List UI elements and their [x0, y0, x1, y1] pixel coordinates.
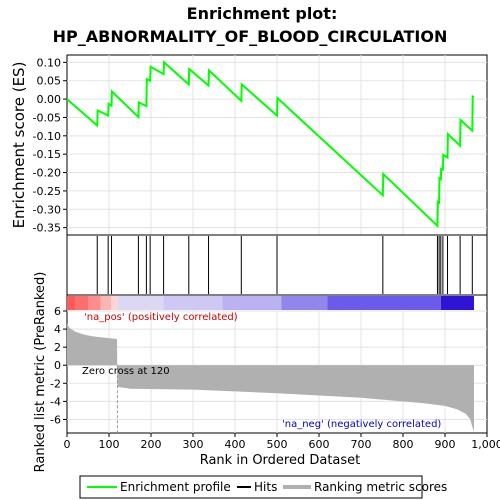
x-tick-label: 800 — [393, 438, 414, 451]
negative-correlation-label: 'na_neg' (negatively correlated) — [282, 419, 441, 430]
heat-bar-segment — [75, 296, 88, 310]
es-y-axis-title: Enrichment score (ES) — [10, 62, 28, 229]
x-tick-label: 100 — [99, 438, 120, 451]
heat-bar-segment — [100, 296, 112, 310]
metric-y-tick-label: -2 — [50, 377, 61, 390]
plot-title-line2: HP_ABNORMALITY_OF_BLOOD_CIRCULATION — [53, 27, 448, 46]
heat-bar-segment — [88, 296, 101, 310]
metric-y-tick-label: 2 — [54, 341, 61, 354]
legend-label-ranking-metric: Ranking metric scores — [314, 480, 447, 494]
x-tick-label: 700 — [351, 438, 372, 451]
x-axis-title: Rank in Ordered Dataset — [200, 453, 361, 468]
es-y-tick-label: 0.05 — [37, 75, 62, 88]
metric-y-ticks: 6 4 2 0 -2 -4 -6 — [50, 305, 67, 426]
es-y-tick-label: -0.25 — [33, 185, 61, 198]
es-y-tick-label: 0.00 — [37, 93, 62, 106]
heat-bar-segment — [327, 296, 441, 310]
es-y-ticks: 0.10 0.05 0.00 -0.05 -0.10 -0.15 -0.20 -0.25 -0.… — [33, 56, 67, 235]
heat-bar-segment — [281, 296, 328, 310]
es-y-tick-label: -0.05 — [33, 111, 61, 124]
x-tick-label: 900 — [435, 438, 456, 451]
x-tick-label: 1,000 — [471, 438, 500, 451]
hits-panel — [66, 234, 488, 296]
x-tick-label: 400 — [225, 438, 246, 451]
x-axis-ticks: 0 100 200 300 400 500 600 700 800 900 1,000 — [64, 433, 500, 451]
es-panel: 0.10 0.05 0.00 -0.05 -0.10 -0.15 -0.20 -0.25 -0.… — [10, 54, 488, 236]
heat-bar-segment — [117, 296, 164, 310]
metric-y-axis-title: Ranked list metric (PreRanked) — [33, 272, 48, 473]
metric-y-tick-label: -6 — [50, 413, 61, 426]
metric-y-tick-label: 4 — [54, 323, 61, 336]
legend: Enrichment profile Hits Ranking metric s… — [79, 475, 447, 499]
rank-heat-bar — [66, 294, 488, 312]
x-tick-label: 200 — [141, 438, 162, 451]
es-y-tick-label: -0.20 — [33, 167, 61, 180]
metric-y-tick-label: 0 — [54, 359, 61, 372]
es-grid — [67, 55, 487, 235]
heat-bar-segment — [67, 296, 76, 310]
metric-y-tick-label: -4 — [50, 395, 61, 408]
metric-y-tick-label: 6 — [54, 305, 61, 318]
enrichment-profile-line — [66, 60, 475, 229]
hit-marks — [96, 236, 473, 294]
legend-label-hits: Hits — [254, 480, 277, 494]
positive-correlation-label: 'na_pos' (positively correlated) — [84, 312, 238, 323]
heat-bar-segment — [222, 296, 282, 310]
zero-cross-label: Zero cross at 120 — [82, 366, 170, 377]
x-tick-label: 0 — [64, 438, 71, 451]
es-y-tick-label: -0.30 — [33, 203, 61, 216]
ranking-metric-area — [67, 323, 474, 432]
es-y-tick-label: 0.10 — [37, 56, 62, 69]
x-tick-label: 500 — [267, 438, 288, 451]
es-y-tick-label: -0.15 — [33, 148, 61, 161]
es-y-tick-label: -0.35 — [33, 222, 61, 235]
heat-bar-segments — [67, 296, 474, 310]
es-y-tick-label: -0.10 — [33, 130, 61, 143]
x-tick-label: 600 — [309, 438, 330, 451]
heat-bar-segment — [440, 296, 474, 310]
plot-title-line1: Enrichment plot: — [187, 4, 338, 23]
heat-bar-segment — [163, 296, 223, 310]
x-tick-label: 300 — [183, 438, 204, 451]
legend-label-enrichment-profile: Enrichment profile — [120, 480, 231, 494]
metric-panel: 6 4 2 0 -2 -4 -6 'na_pos' (positively correlat… — [33, 272, 488, 473]
heat-bar-segment — [111, 296, 118, 310]
